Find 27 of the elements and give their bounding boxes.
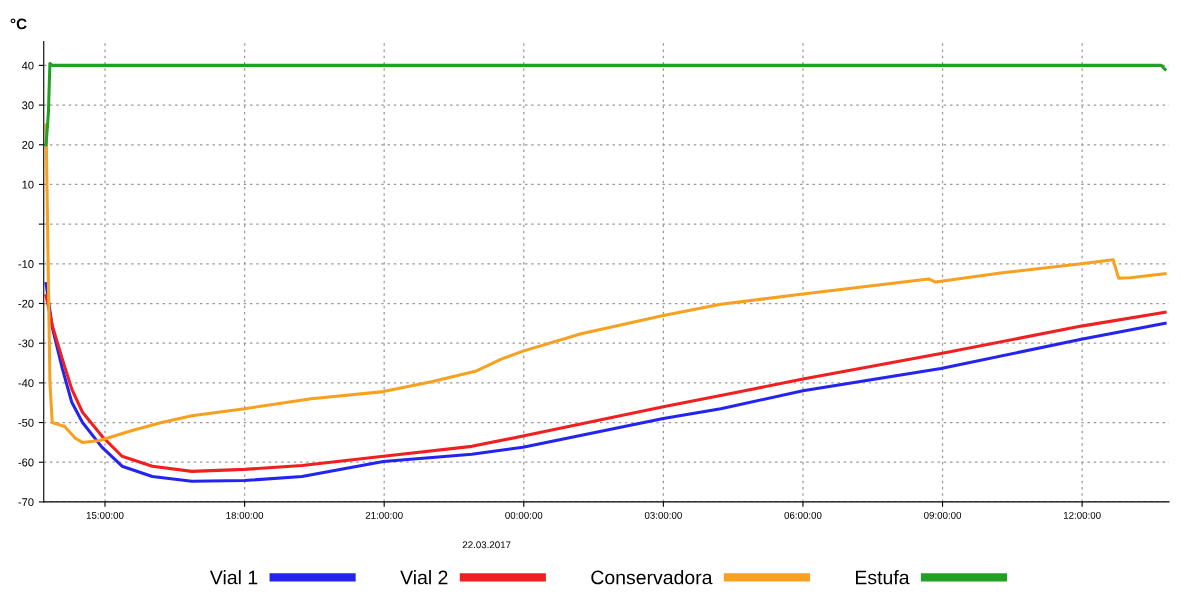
- line-series: [44, 123, 1167, 444]
- y-tick-label: -20: [18, 299, 34, 308]
- y-tick-label: -10: [18, 260, 34, 268]
- y-tick-label: 40: [21, 61, 34, 70]
- legend-label: Vial 2: [400, 570, 448, 585]
- y-tick-label: 10: [22, 180, 34, 189]
- x-tick-label: 12:00:00: [1063, 511, 1101, 519]
- y-tick-label: -30: [18, 339, 34, 348]
- x-tick-label: 21:00:00: [365, 511, 403, 519]
- y-tick-label: -50: [18, 418, 34, 427]
- legend-label: Vial 1: [209, 570, 258, 585]
- y-axis-title: °C: [10, 18, 27, 30]
- x-tick-label: 18:00:00: [226, 511, 264, 519]
- x-tick-label: 09:00:00: [924, 511, 962, 519]
- x-tick-label: 00:00:00: [505, 511, 543, 519]
- line-series: [44, 61, 1167, 147]
- legend-label: Conservadora: [591, 570, 713, 585]
- y-tick-label: -40: [18, 379, 34, 388]
- x-tick-label: 15:00:00: [86, 511, 124, 519]
- y-tick-label: -70: [18, 498, 34, 507]
- y-tick-label: 20: [22, 141, 34, 149]
- x-tick-label: 06:00:00: [784, 511, 822, 519]
- legend-label: Estufa: [856, 570, 910, 585]
- y-tick-label: 30: [22, 101, 34, 110]
- y-tick-label: -60: [18, 458, 34, 467]
- x-tick-label: 03:00:00: [644, 511, 682, 519]
- text: 22.03.2017: [462, 541, 511, 549]
